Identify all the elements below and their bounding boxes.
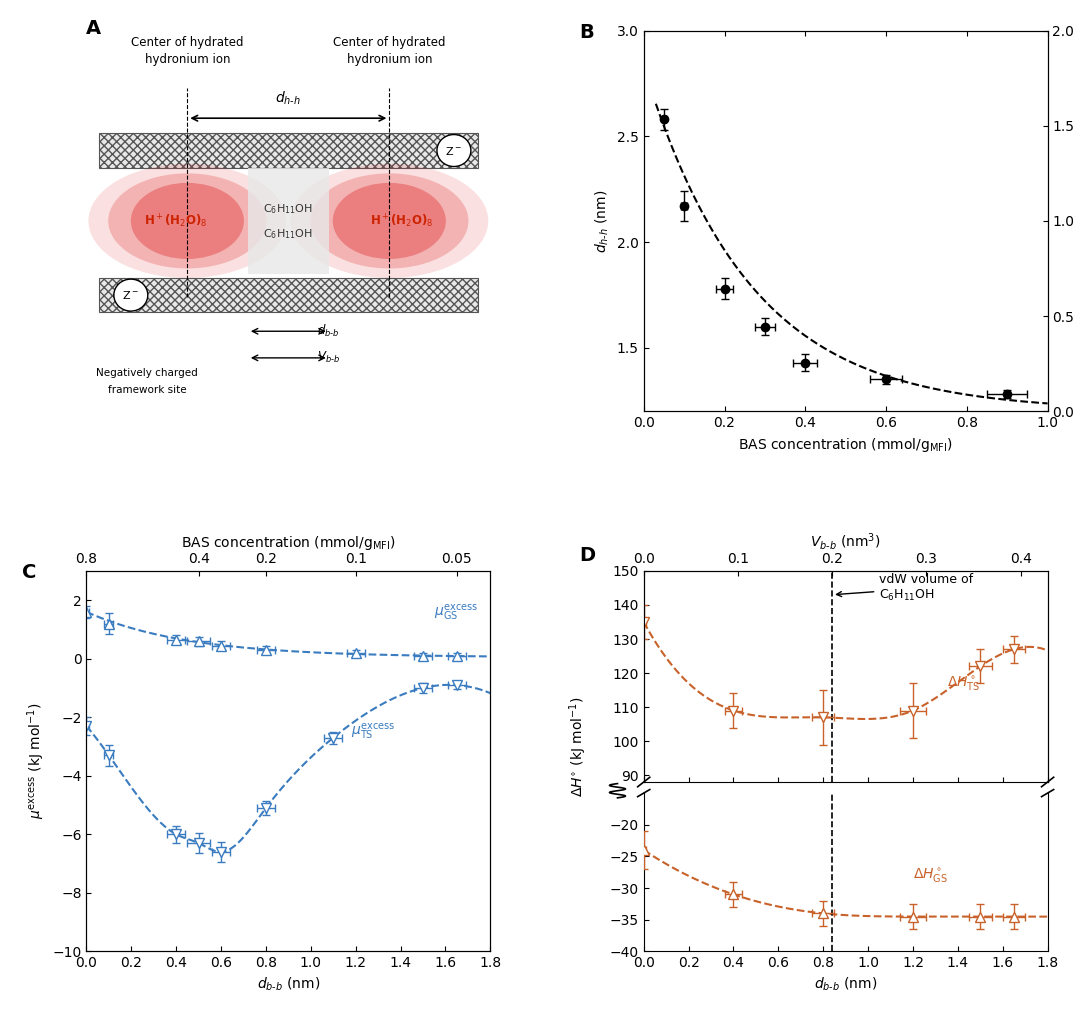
- Text: $\mu_\mathrm{GS}^\mathrm{excess}$: $\mu_\mathrm{GS}^\mathrm{excess}$: [434, 604, 478, 623]
- Text: C$_6$H$_{11}$OH: C$_6$H$_{11}$OH: [264, 227, 313, 241]
- Text: Center of hydrated: Center of hydrated: [333, 36, 446, 49]
- Ellipse shape: [333, 183, 446, 259]
- Text: $V_{b\text{-}b}$: $V_{b\text{-}b}$: [316, 350, 340, 365]
- Text: $\Delta H_\mathrm{TS}^\circ$: $\Delta H_\mathrm{TS}^\circ$: [947, 674, 981, 693]
- Text: Z$^-$: Z$^-$: [122, 290, 139, 301]
- Text: H$^+$(H$_2$O)$_8$: H$^+$(H$_2$O)$_8$: [144, 212, 207, 229]
- Text: $\Delta H^{\circ}$ (kJ mol$^{-1}$): $\Delta H^{\circ}$ (kJ mol$^{-1}$): [567, 697, 589, 797]
- Y-axis label: $d_{h\text{-}h}$ (nm): $d_{h\text{-}h}$ (nm): [594, 189, 611, 253]
- Text: $d_{h\text{-}h}$: $d_{h\text{-}h}$: [275, 89, 301, 106]
- Text: D: D: [579, 545, 595, 565]
- Text: $\Delta H_\mathrm{GS}^\circ$: $\Delta H_\mathrm{GS}^\circ$: [913, 866, 948, 885]
- Ellipse shape: [89, 164, 286, 278]
- Text: vdW volume of
C$_6$H$_{11}$OH: vdW volume of C$_6$H$_{11}$OH: [837, 573, 973, 604]
- Text: Negatively charged: Negatively charged: [96, 368, 198, 379]
- Text: Z$^-$: Z$^-$: [445, 144, 462, 157]
- Bar: [98, 278, 478, 312]
- Text: A: A: [86, 19, 102, 38]
- Text: C: C: [22, 564, 36, 582]
- Bar: [248, 168, 328, 274]
- Text: framework site: framework site: [108, 386, 186, 395]
- Bar: [98, 168, 478, 278]
- Ellipse shape: [291, 164, 488, 278]
- Ellipse shape: [131, 183, 244, 259]
- Bar: [98, 133, 478, 168]
- X-axis label: $d_{b\text{-}b}$ (nm): $d_{b\text{-}b}$ (nm): [257, 976, 320, 993]
- Circle shape: [437, 135, 471, 167]
- Y-axis label: $\mu^{\mathrm{excess}}$ (kJ mol$^{-1}$): $\mu^{\mathrm{excess}}$ (kJ mol$^{-1}$): [25, 703, 46, 819]
- Text: hydronium ion: hydronium ion: [347, 53, 432, 65]
- Text: H$^+$(H$_2$O)$_8$: H$^+$(H$_2$O)$_8$: [369, 212, 433, 229]
- X-axis label: BAS concentration (mmol/g$_\mathrm{MFI}$): BAS concentration (mmol/g$_\mathrm{MFI}$…: [181, 534, 395, 551]
- Text: $\mu_\mathrm{TS}^\mathrm{excess}$: $\mu_\mathrm{TS}^\mathrm{excess}$: [351, 722, 395, 742]
- Text: hydronium ion: hydronium ion: [145, 53, 230, 65]
- Ellipse shape: [108, 173, 267, 268]
- Text: $d_{b\text{-}b}$: $d_{b\text{-}b}$: [316, 323, 339, 340]
- Ellipse shape: [310, 173, 469, 268]
- X-axis label: BAS concentration (mmol/g$_\mathrm{MFI}$): BAS concentration (mmol/g$_\mathrm{MFI}$…: [739, 436, 953, 453]
- Text: B: B: [579, 24, 594, 42]
- Circle shape: [113, 279, 148, 311]
- X-axis label: $V_{b\text{-}b}$ (nm$^3$): $V_{b\text{-}b}$ (nm$^3$): [810, 531, 881, 552]
- Text: Center of hydrated: Center of hydrated: [131, 36, 244, 49]
- X-axis label: $d_{b\text{-}b}$ (nm): $d_{b\text{-}b}$ (nm): [814, 976, 877, 993]
- Text: C$_6$H$_{11}$OH: C$_6$H$_{11}$OH: [264, 203, 313, 217]
